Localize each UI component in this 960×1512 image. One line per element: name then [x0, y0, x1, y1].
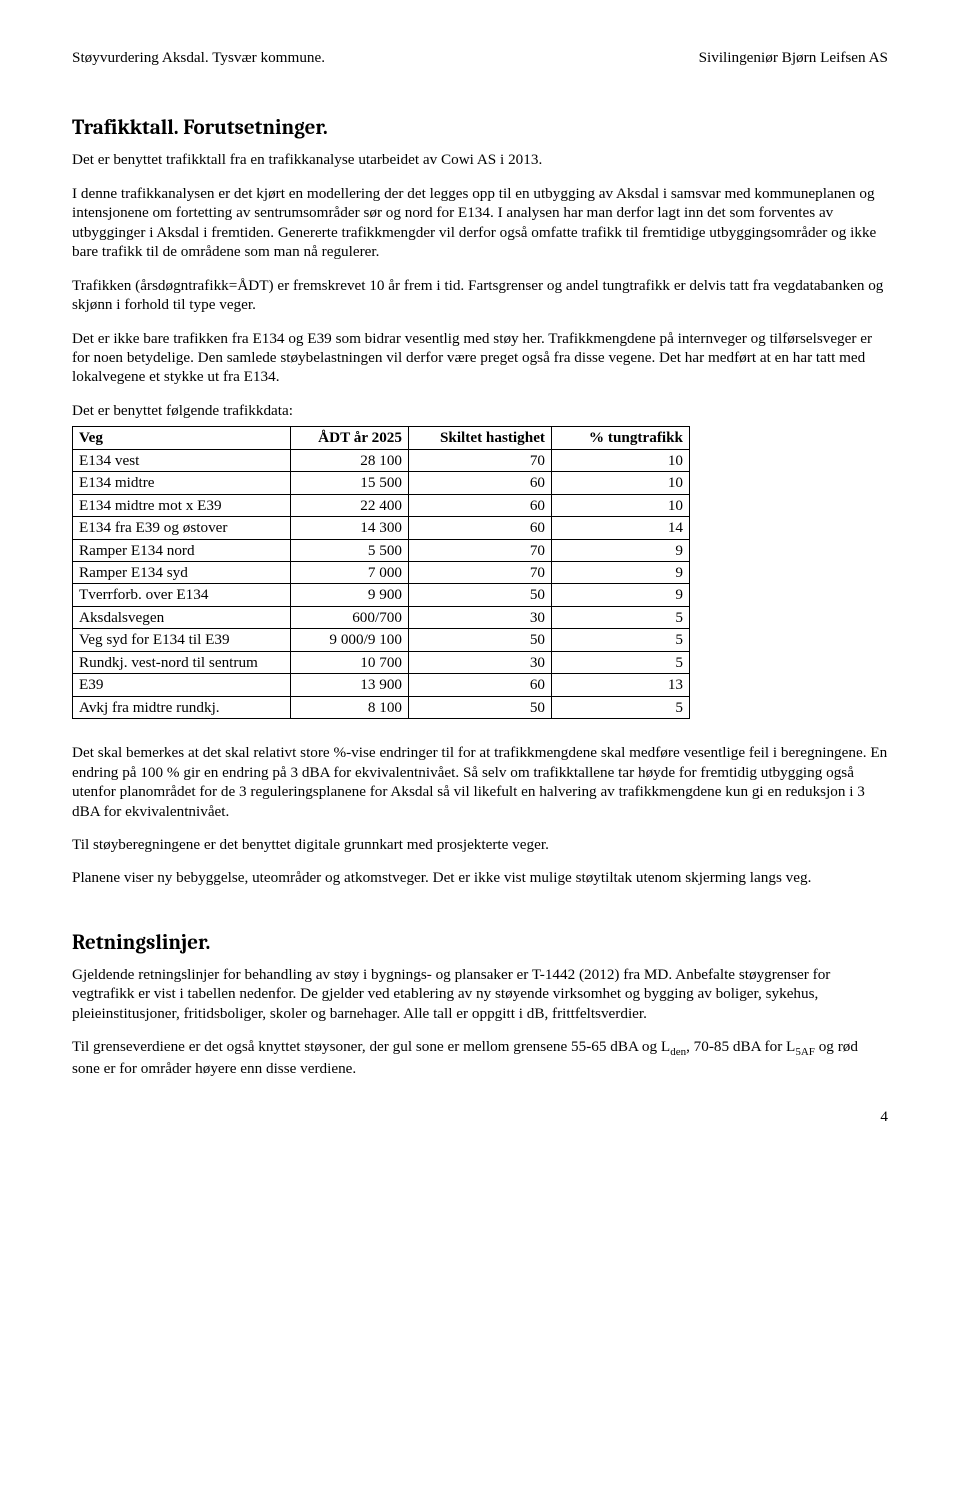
cell-speed: 50 [409, 629, 552, 651]
cell-veg: Ramper E134 nord [73, 539, 291, 561]
cell-veg: Tverrforb. over E134 [73, 584, 291, 606]
table-row: E134 midtre15 5006010 [73, 472, 690, 494]
table-row: Veg syd for E134 til E399 000/9 100505 [73, 629, 690, 651]
after-p2: Til støyberegningene er det benyttet dig… [72, 835, 888, 854]
traffic-data-table: Veg ÅDT år 2025 Skiltet hastighet % tung… [72, 426, 690, 719]
page-header: Støyvurdering Aksdal. Tysvær kommune. Si… [72, 48, 888, 67]
table-row: E134 vest28 1007010 [73, 449, 690, 471]
th-speed: Skiltet hastighet [409, 427, 552, 449]
cell-veg: Rundkj. vest-nord til sentrum [73, 651, 291, 673]
cell-tung: 9 [552, 584, 690, 606]
cell-speed: 60 [409, 674, 552, 696]
cell-tung: 5 [552, 651, 690, 673]
cell-tung: 5 [552, 606, 690, 628]
cell-veg: Ramper E134 syd [73, 562, 291, 584]
retn-sub1: den [670, 1046, 686, 1058]
th-veg: Veg [73, 427, 291, 449]
cell-adt: 14 300 [291, 517, 409, 539]
table-row: Rundkj. vest-nord til sentrum10 700305 [73, 651, 690, 673]
cell-speed: 50 [409, 696, 552, 718]
cell-tung: 10 [552, 472, 690, 494]
cell-adt: 9 900 [291, 584, 409, 606]
cell-adt: 15 500 [291, 472, 409, 494]
cell-speed: 60 [409, 472, 552, 494]
cell-adt: 22 400 [291, 494, 409, 516]
cell-speed: 30 [409, 651, 552, 673]
cell-veg: E134 vest [73, 449, 291, 471]
cell-adt: 600/700 [291, 606, 409, 628]
section-title-retningslinjer: Retningslinjer. [72, 930, 888, 957]
cell-adt: 28 100 [291, 449, 409, 471]
cell-veg: E39 [73, 674, 291, 696]
cell-speed: 70 [409, 562, 552, 584]
retn-sub2: 5AF [795, 1046, 815, 1058]
after-p1: Det skal bemerkes at det skal relativt s… [72, 743, 888, 821]
cell-adt: 7 000 [291, 562, 409, 584]
retn-p2b: , 70-85 dBA for L [686, 1038, 795, 1055]
cell-adt: 10 700 [291, 651, 409, 673]
table-row: Tverrforb. over E1349 900509 [73, 584, 690, 606]
cell-speed: 70 [409, 449, 552, 471]
retningslinjer-p1: Gjeldende retningslinjer for behandling … [72, 965, 888, 1023]
cell-veg: Aksdalsvegen [73, 606, 291, 628]
trafikktall-p3: Trafikken (årsdøgntrafikk=ÅDT) er fremsk… [72, 276, 888, 315]
table-row: Aksdalsvegen600/700305 [73, 606, 690, 628]
trafikktall-p5: Det er benyttet følgende trafikkdata: [72, 401, 888, 420]
cell-tung: 9 [552, 562, 690, 584]
cell-tung: 13 [552, 674, 690, 696]
table-row: E134 fra E39 og østover14 3006014 [73, 517, 690, 539]
table-row: E3913 9006013 [73, 674, 690, 696]
cell-tung: 9 [552, 539, 690, 561]
cell-tung: 10 [552, 494, 690, 516]
cell-tung: 5 [552, 629, 690, 651]
trafikktall-p1: Det er benyttet trafikktall fra en trafi… [72, 150, 888, 169]
cell-veg: E134 midtre [73, 472, 291, 494]
cell-speed: 50 [409, 584, 552, 606]
cell-veg: Veg syd for E134 til E39 [73, 629, 291, 651]
cell-speed: 30 [409, 606, 552, 628]
section-title-trafikktall: Trafikktall. Forutsetninger. [72, 115, 888, 142]
cell-speed: 70 [409, 539, 552, 561]
cell-adt: 8 100 [291, 696, 409, 718]
th-tung: % tungtrafikk [552, 427, 690, 449]
header-left: Støyvurdering Aksdal. Tysvær kommune. [72, 48, 325, 67]
cell-tung: 14 [552, 517, 690, 539]
after-p3: Planene viser ny bebyggelse, uteområder … [72, 868, 888, 887]
table-row: E134 midtre mot x E3922 4006010 [73, 494, 690, 516]
cell-veg: E134 fra E39 og østover [73, 517, 291, 539]
table-header-row: Veg ÅDT år 2025 Skiltet hastighet % tung… [73, 427, 690, 449]
table-row: Avkj fra midtre rundkj.8 100505 [73, 696, 690, 718]
cell-veg: E134 midtre mot x E39 [73, 494, 291, 516]
trafikktall-p2: I denne trafikkanalysen er det kjørt en … [72, 184, 888, 262]
cell-speed: 60 [409, 517, 552, 539]
cell-tung: 10 [552, 449, 690, 471]
cell-speed: 60 [409, 494, 552, 516]
cell-adt: 13 900 [291, 674, 409, 696]
cell-adt: 9 000/9 100 [291, 629, 409, 651]
cell-adt: 5 500 [291, 539, 409, 561]
table-row: Ramper E134 nord5 500709 [73, 539, 690, 561]
retningslinjer-p2: Til grenseverdiene er det også knyttet s… [72, 1037, 888, 1079]
table-row: Ramper E134 syd7 000709 [73, 562, 690, 584]
header-right: Sivilingeniør Bjørn Leifsen AS [699, 48, 888, 67]
th-adt: ÅDT år 2025 [291, 427, 409, 449]
retn-p2a: Til grenseverdiene er det også knyttet s… [72, 1038, 670, 1055]
cell-tung: 5 [552, 696, 690, 718]
trafikktall-p4: Det er ikke bare trafikken fra E134 og E… [72, 329, 888, 387]
page-number: 4 [72, 1107, 888, 1126]
cell-veg: Avkj fra midtre rundkj. [73, 696, 291, 718]
